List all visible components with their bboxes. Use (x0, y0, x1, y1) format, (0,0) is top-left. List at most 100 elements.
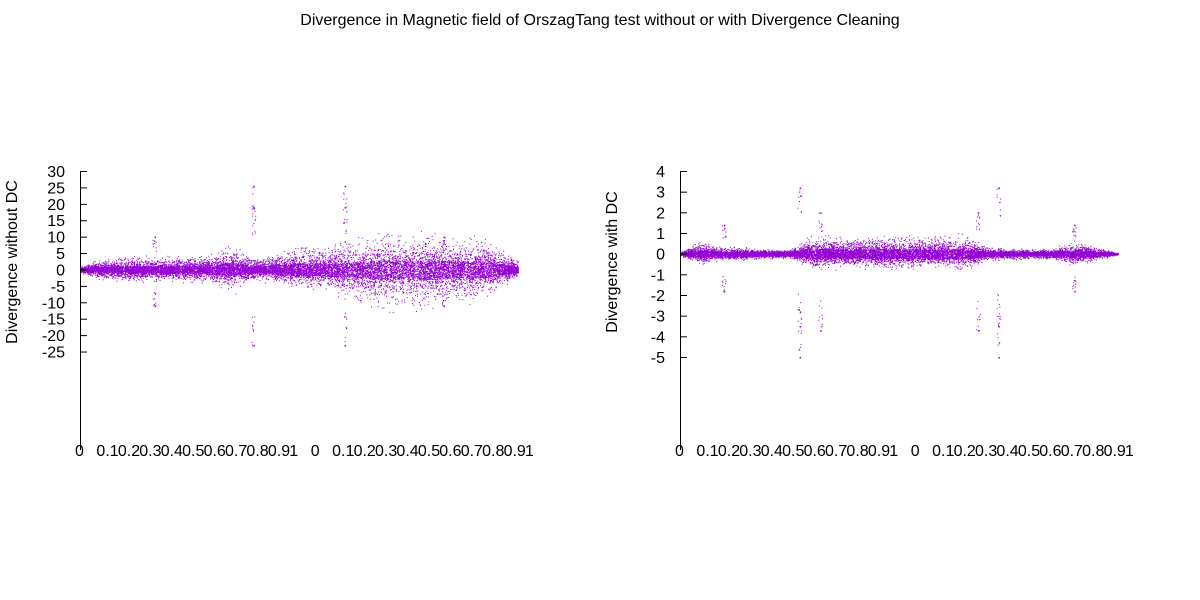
y-tick-label: -5 (51, 279, 65, 296)
y-tick-label: 20 (47, 197, 65, 214)
scatter-outlier-point (800, 343, 802, 345)
scatter-outlier-point (253, 222, 255, 224)
scatter-outlier-point (443, 305, 445, 308)
scatter-outlier-point (800, 211, 802, 212)
scatter-outlier-point (800, 302, 802, 304)
scatter-outlier-point (821, 325, 823, 327)
scatter-outlier-point (998, 343, 1000, 345)
scatter-outlier-point (800, 323, 802, 325)
x-tick-label: 0.8 (482, 443, 504, 460)
scatter-outlier-point (999, 306, 1001, 308)
scatter-outlier-point (343, 222, 345, 224)
scatter-outlier-point (344, 315, 346, 317)
scatter-outlier-point (1072, 230, 1074, 232)
scatter-outlier-point (997, 337, 999, 339)
scatter-outlier-point (977, 214, 979, 216)
scatter-outlier-point (345, 326, 347, 328)
scatter-outlier-point (155, 241, 157, 243)
scatter-outlier-point (344, 313, 346, 315)
scatter-outlier-point (797, 293, 799, 295)
scatter-outlier-point (800, 195, 802, 197)
x-tick-label: 0.8 (1082, 443, 1104, 460)
scatter-outlier-point (444, 237, 446, 239)
scatter-outlier-point (253, 185, 255, 188)
y-tick-label: 30 (47, 164, 65, 181)
scatter-outlier-point (345, 202, 347, 204)
scatter-outlier-point (996, 196, 998, 198)
scatter-outlier-point (155, 302, 157, 304)
x-tick-label: 1 (525, 443, 534, 460)
scatter-outlier-point (1073, 280, 1075, 281)
scatter-outlier-point (443, 236, 445, 239)
x-tick-label: 0.7 (461, 443, 483, 460)
scatter-outlier-point (997, 293, 999, 295)
scatter-outlier-point (344, 207, 347, 209)
scatter-points-with-dc (680, 187, 1119, 359)
scatter-outlier-point (252, 234, 254, 236)
scatter-outlier-point (820, 300, 822, 302)
x-tick-label: 0.4 (161, 443, 183, 460)
scatter-outlier-point (822, 317, 823, 319)
scatter-outlier-point (1073, 230, 1075, 232)
y-tick-label: 3 (656, 185, 665, 202)
scatter-outlier-point (979, 216, 981, 218)
scatter-outlier-point (154, 292, 156, 294)
scatter-outlier-point (253, 345, 255, 347)
scatter-outlier-point (978, 316, 980, 318)
scatter-outlier-point (797, 309, 799, 311)
scatter-outlier-point (821, 223, 823, 225)
x-tick-label: 0.3 (139, 443, 161, 460)
x-tick-label: 0.2 (718, 443, 740, 460)
figure-title: Divergence in Magnetic field of OrszagTa… (300, 12, 899, 29)
scatter-outlier-point (977, 216, 979, 218)
scatter-outlier-point (999, 215, 1001, 216)
scatter-outlier-point (154, 305, 156, 308)
scatter-points-without-dc (80, 185, 519, 347)
scatter-outlier-point (818, 305, 820, 307)
scatter-outlier-point (344, 336, 346, 338)
scatter-outlier-point (1074, 224, 1076, 227)
scatter-outlier-point (252, 328, 254, 330)
scatter-outlier-point (978, 228, 980, 230)
scatter-outlier-point (154, 236, 156, 239)
scatter-outlier-point (800, 332, 802, 334)
x-tick-label: 0.6 (1039, 443, 1061, 460)
scatter-outlier-point (154, 298, 156, 300)
scatter-outlier-point (800, 311, 802, 313)
y-tick-label: -25 (42, 345, 65, 362)
scatter-outlier-point (799, 191, 801, 193)
scatter-outlier-point (1073, 229, 1075, 231)
scatter-outlier-point (800, 318, 802, 320)
y-tick-label: -5 (651, 350, 665, 367)
scatter-outlier-point (343, 316, 345, 318)
scatter-outlier-point (442, 302, 444, 304)
scatter-outlier-point (442, 303, 443, 305)
scatter-outlier-point (799, 187, 802, 189)
x-tick-label: 1 (1125, 443, 1134, 460)
scatter-outlier-point (723, 286, 725, 287)
scatter-outlier-point (154, 304, 155, 305)
x-tick-label: 1 (889, 443, 898, 460)
scatter-outlier-point (818, 319, 820, 321)
scatter-outlier-point (443, 240, 445, 242)
x-tick-label: 0.7 (225, 443, 247, 460)
scatter-outlier-point (818, 222, 820, 224)
scatter-outlier-point (441, 295, 443, 297)
scatter-outlier-point (801, 330, 803, 332)
scatter-outlier-point (977, 325, 979, 327)
x-tick-label: 0.1 (932, 443, 954, 460)
y-tick-label: 1 (656, 226, 665, 243)
scatter-outlier-point (798, 197, 800, 198)
x-tick-label: 0.6 (204, 443, 226, 460)
scatter-outlier-point (724, 228, 726, 230)
scatter-outlier-point (1075, 280, 1077, 282)
scatter-outlier-point (1074, 280, 1076, 282)
scatter-outlier-point (996, 315, 998, 317)
scatter-outlier-point (976, 220, 978, 222)
scatter-outlier-point (345, 316, 347, 318)
scatter-outlier-point (254, 230, 256, 232)
scatter-outlier-point (725, 280, 727, 282)
scatter-outlier-point (346, 211, 348, 213)
scatter-outlier-point (1073, 234, 1075, 236)
